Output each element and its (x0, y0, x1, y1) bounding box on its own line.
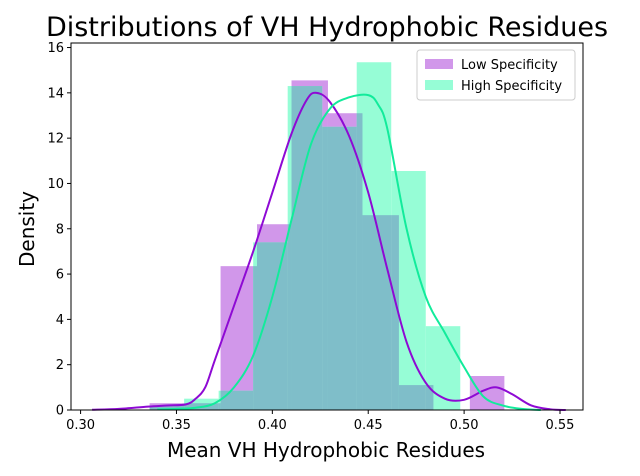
bar-overlap-7-8 (425, 385, 434, 410)
bar-overlap-5-6 (356, 113, 363, 410)
bar-overlap-1-2 (218, 403, 221, 410)
legend-label-s1: High Specificity (461, 79, 562, 94)
kde-line-s1 (157, 93, 541, 411)
x-axis-label: Mean VH Hydrophobic Residues (167, 438, 485, 462)
legend-swatch-s1 (425, 80, 453, 90)
bar-overlap-0-0 (149, 405, 185, 410)
x-tick-label: 0.50 (450, 418, 479, 433)
bar-overlap-2-2 (220, 390, 254, 410)
x-axis-ticks: 0.30 0.35 0.40 0.45 0.50 0.55 (66, 410, 574, 433)
kde-curves (92, 91, 566, 411)
bar-overlap-6-6 (362, 215, 392, 410)
y-axis-ticks: 0 2 4 6 8 10 12 14 16 (47, 41, 71, 419)
x-tick-label: 0.35 (162, 418, 191, 433)
y-tick-label: 0 (56, 404, 64, 419)
x-tick-label: 0.55 (546, 418, 575, 433)
bar-overlap-3-3 (257, 242, 288, 410)
bar-overlap-6-7 (391, 215, 399, 410)
x-tick-label: 0.45 (354, 418, 383, 433)
y-axis-label: Density (15, 191, 39, 267)
y-tick-label: 4 (56, 313, 64, 328)
y-tick-label: 12 (47, 132, 64, 147)
chart-title: Distributions of VH Hydrophobic Residues (46, 12, 608, 43)
bar-overlap-3-4 (287, 224, 292, 410)
x-tick-label: 0.30 (66, 418, 95, 433)
y-tick-label: 6 (56, 268, 64, 283)
legend: Low Specificity High Specificity (416, 49, 576, 101)
bar-overlap-2-3 (253, 266, 258, 410)
bar-overlap-5-5 (327, 126, 357, 410)
bar-overlap-0-1 (184, 403, 187, 410)
plot-frame (70, 42, 584, 411)
bar-overlap-4-5 (322, 126, 328, 410)
y-tick-label: 14 (47, 86, 64, 101)
y-tick-label: 16 (47, 41, 64, 56)
histogram-bars (149, 62, 505, 411)
legend-swatch-s0 (425, 59, 453, 69)
kde-line-s0 (92, 91, 566, 411)
legend-label-s0: Low Specificity (461, 58, 558, 73)
bar-s0-b2 (220, 266, 258, 410)
y-tick-label: 10 (47, 177, 64, 192)
y-tick-label: 8 (56, 222, 64, 237)
bar-overlap-4-4 (291, 86, 323, 410)
bar-overlap-7-7 (398, 385, 426, 410)
legend-box (416, 49, 576, 101)
y-tick-label: 2 (56, 358, 64, 373)
x-tick-label: 0.40 (258, 418, 287, 433)
